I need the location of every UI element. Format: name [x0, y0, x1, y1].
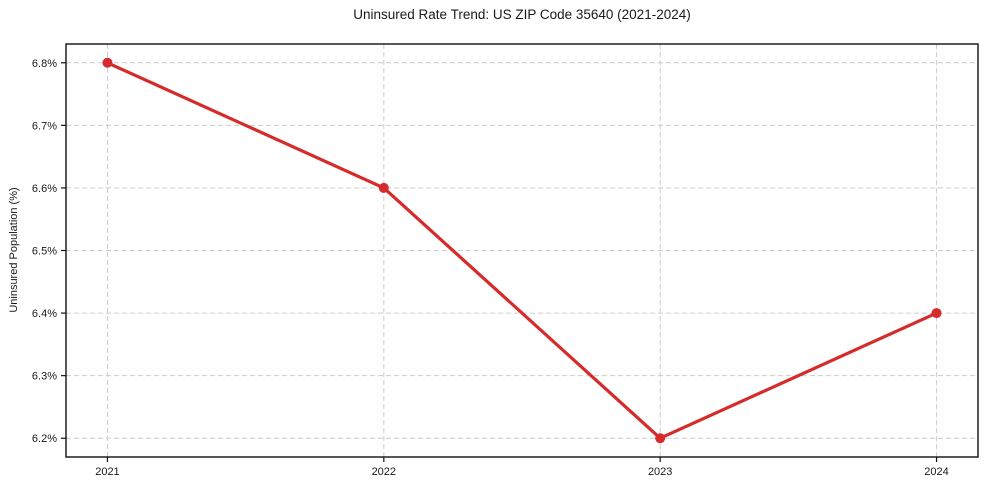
y-tick-label: 6.4%: [32, 308, 57, 320]
y-tick-label: 6.8%: [32, 58, 57, 70]
y-tick-label: 6.7%: [32, 120, 57, 132]
x-tick-label: 2024: [924, 466, 948, 478]
data-point-marker: [102, 57, 113, 68]
y-tick-label: 6.5%: [32, 246, 57, 258]
chart-title: Uninsured Rate Trend: US ZIP Code 35640 …: [353, 7, 691, 22]
trend-line: [105, 61, 939, 440]
y-tick-label: 6.3%: [32, 371, 57, 383]
data-point-marker: [378, 182, 389, 193]
x-tick-label: 2022: [372, 466, 396, 478]
y-tick-label: 6.2%: [32, 433, 57, 445]
data-point-marker: [931, 308, 942, 319]
x-tick-label: 2021: [95, 466, 119, 478]
y-tick-label: 6.6%: [32, 183, 57, 195]
data-point-marker: [655, 433, 666, 444]
x-tick-label: 2023: [648, 466, 672, 478]
